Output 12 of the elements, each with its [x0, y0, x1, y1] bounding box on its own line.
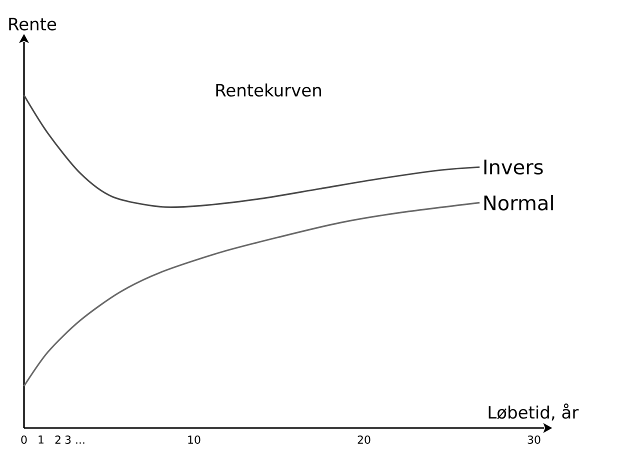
x-tick-label: 3 ... [65, 436, 84, 444]
x-axis-title: Løbetid, år [488, 404, 579, 420]
y-axis-title: Rente [9, 18, 56, 30]
x-tick-label: 2 [55, 436, 60, 444]
series-label: Normal [484, 194, 553, 210]
chart-title: Rentekurven [216, 83, 321, 97]
x-tick-label: 1 [38, 436, 44, 444]
x-tick-label: 10 [188, 436, 200, 444]
series-label: Invers [484, 160, 543, 175]
x-tick-label: 0 [21, 436, 27, 444]
x-tick-label: 20 [358, 436, 370, 444]
x-tick-label: 30 [528, 436, 540, 444]
